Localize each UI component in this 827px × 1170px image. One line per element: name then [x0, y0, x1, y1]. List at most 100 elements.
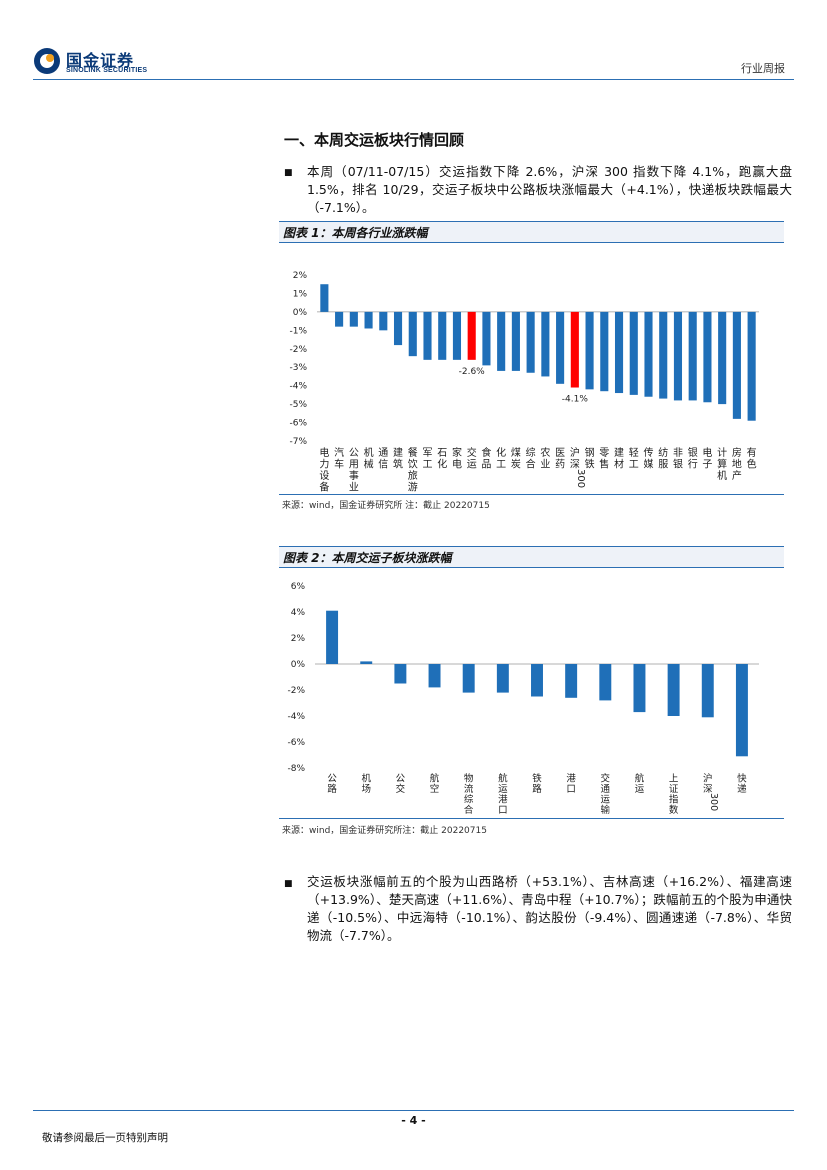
x-tick-label: 通 [601, 784, 611, 795]
x-tick-label: 港 [498, 794, 508, 806]
x-tick-label: 石 [437, 448, 447, 459]
bar [599, 664, 612, 701]
bar [467, 311, 476, 360]
bar [326, 610, 339, 664]
x-tick-label: 综 [464, 794, 474, 806]
x-tick-label: 游 [408, 481, 418, 494]
bar [703, 311, 712, 403]
report-type: 行业周报 [741, 62, 785, 75]
section-title: 一、本周交运板块行情回顾 [284, 131, 465, 149]
x-tick-label: 化 [437, 458, 447, 471]
x-tick-label: 铁 [585, 458, 595, 471]
x-tick-label: 电 [452, 458, 462, 471]
y-tick-label: -7% [289, 437, 307, 447]
bar [570, 311, 579, 388]
x-tick-label: 电 [702, 446, 712, 459]
x-tick-label: 递 [737, 783, 747, 795]
x-tick-label: 设 [319, 470, 329, 482]
figure2-title: 图表 2：本周交运子板块涨跌幅 [283, 551, 452, 565]
logo-en-text: SINOLINK SECURITIES [66, 67, 148, 74]
x-tick-label: 汽 [334, 446, 344, 459]
x-tick-label: 轻 [629, 446, 639, 459]
y-tick-label: -3% [289, 363, 307, 373]
y-tick-label: -2% [287, 686, 305, 696]
bar [565, 664, 578, 698]
bar [556, 311, 565, 384]
page-number: - 4 - [401, 1114, 426, 1127]
x-tick-label: 行 [688, 458, 698, 471]
x-tick-label: 交 [601, 773, 611, 785]
bar [701, 664, 714, 718]
summary-paragraph: 本周（07/11-07/15）交运指数下降 2.6%，沪深 300 指数下降 4… [307, 164, 792, 215]
x-tick-label: 业 [540, 459, 550, 471]
x-tick-label: 有 [747, 446, 757, 459]
x-tick-label: 产 [732, 469, 742, 482]
header-divider [33, 79, 794, 80]
y-tick-label: -2% [289, 345, 307, 355]
x-tick-label: 沪 [703, 773, 713, 785]
x-tick-label: 煤 [511, 446, 521, 459]
x-tick-label: 备 [319, 481, 329, 494]
x-tick-label: 运 [635, 784, 645, 795]
x-tick-label: 合 [464, 804, 474, 816]
x-tick-label: 传 [644, 447, 654, 459]
x-tick-label: 力 [319, 458, 329, 471]
x-tick-label: 深 [570, 459, 580, 471]
x-tick-label: 口 [566, 784, 576, 795]
x-tick-label: 钢 [585, 446, 595, 459]
x-tick-label: 品 [481, 459, 491, 471]
footer-divider [33, 1110, 794, 1111]
bar [394, 664, 407, 684]
x-tick-label: 工 [629, 460, 639, 471]
bar [735, 664, 748, 757]
bar [541, 311, 550, 377]
x-tick-label: 交 [396, 783, 406, 795]
transport-subsector-chart: 6%4%2%0%-2%-4%-6%-8%公路机场公交航空物流综合航运港口铁路港口… [287, 582, 759, 816]
bar [531, 664, 543, 697]
x-tick-label: 家 [452, 446, 462, 459]
x-tick-label: 物 [464, 773, 474, 785]
x-tick-label: 快 [737, 773, 747, 785]
bar [633, 664, 646, 713]
x-tick-label: 银 [688, 446, 698, 459]
figure1-title-bar: 图表 1：本周各行业涨跌幅 [279, 221, 784, 243]
bar [393, 311, 403, 346]
x-tick-label: 数 [669, 804, 679, 816]
x-tick-label: 工 [496, 460, 506, 471]
x-tick-label: 信 [378, 459, 388, 471]
bar [688, 311, 697, 401]
x-tick-label: 事 [349, 469, 359, 482]
bar [747, 311, 756, 421]
x-tick-label: 口 [498, 805, 508, 816]
y-tick-label: -5% [289, 400, 307, 410]
x-tick-label: 合 [526, 458, 536, 471]
x-tick-label: 售 [599, 458, 609, 471]
x-tick-label: 铁 [532, 773, 542, 785]
bar [614, 311, 624, 394]
figure2-title-bar: 图表 2：本周交运子板块涨跌幅 [279, 546, 784, 568]
y-tick-label: 0% [293, 308, 308, 318]
x-tick-label: 路 [327, 783, 337, 795]
x-tick-label: 零 [599, 447, 609, 459]
x-tick-label: 色 [747, 458, 757, 471]
x-tick-label: 航 [430, 773, 440, 785]
bar [320, 284, 329, 312]
x-tick-label: 运 [467, 459, 477, 471]
x-tick-label: 业 [349, 482, 359, 494]
figure2-source: 来源：wind，国金证券研究所注：截止 20220715 [282, 826, 487, 836]
bar [600, 311, 609, 392]
x-tick-label: 子 [702, 459, 712, 471]
bar [644, 311, 653, 397]
x-tick-label: 上 [669, 774, 679, 785]
x-tick-label: 港 [566, 773, 576, 785]
x-tick-label: 通 [378, 447, 388, 459]
x-tick-label: 证 [669, 784, 679, 795]
x-tick-label: 算 [717, 458, 727, 471]
bullet-icon: ■ [284, 879, 293, 889]
bar [526, 311, 535, 373]
bar [428, 664, 441, 688]
figure1-title: 图表 1：本周各行业涨跌幅 [283, 226, 428, 240]
x-tick-label: 机 [364, 446, 374, 459]
bar [408, 311, 417, 357]
y-tick-label: 2% [291, 634, 306, 644]
